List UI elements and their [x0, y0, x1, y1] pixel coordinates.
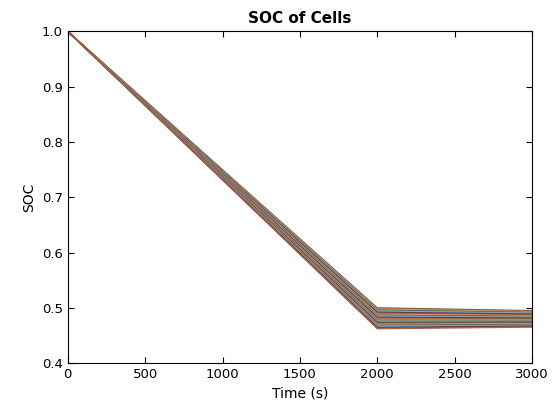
X-axis label: Time (s): Time (s)	[272, 386, 328, 401]
Title: SOC of Cells: SOC of Cells	[248, 11, 352, 26]
Y-axis label: SOC: SOC	[22, 183, 36, 212]
